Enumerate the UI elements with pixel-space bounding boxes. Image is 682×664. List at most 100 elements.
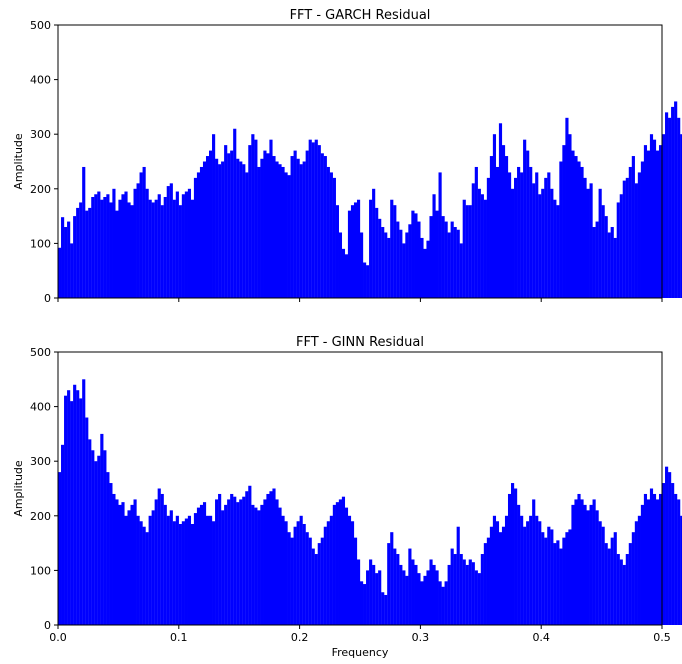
garch-bar (160, 205, 164, 298)
garch-bar (622, 180, 626, 298)
garch-bar (556, 205, 560, 298)
garch-bar (507, 172, 512, 298)
garch-bar (266, 153, 270, 298)
ginn-bar (532, 499, 536, 625)
ginn-bar (592, 499, 596, 625)
garch-bar (145, 188, 149, 298)
ginn-bar (668, 472, 672, 625)
garch-bar (363, 262, 367, 298)
ginn-bar (375, 573, 379, 625)
garch-bar (429, 216, 433, 298)
ginn-bar (677, 499, 681, 625)
garch-bar (372, 188, 376, 298)
ginn-bar (326, 521, 330, 625)
ginn-bar (369, 559, 373, 625)
garch-bar (504, 156, 509, 298)
garch-ticks: 0 100 200 300 400 500 (30, 19, 663, 305)
ginn-bar (299, 515, 303, 625)
garch-bar (405, 232, 409, 298)
ginn-bar (64, 395, 68, 625)
ginn-bar (266, 493, 270, 625)
garch-bar (175, 191, 179, 298)
ginn-bar (302, 523, 306, 625)
garch-bar (462, 199, 466, 298)
garch-bar (517, 166, 521, 298)
garch-plot-frame (57, 24, 663, 299)
garch-bar (658, 145, 663, 298)
garch-bar (293, 150, 297, 298)
ginn-bar (671, 483, 675, 625)
ginn-bar (248, 485, 252, 625)
garch-bar (124, 191, 128, 298)
garch-bar (242, 164, 246, 298)
ginn-bar (444, 581, 448, 625)
ginn-bar (646, 499, 651, 625)
garch-bar (514, 177, 518, 298)
garch-bar (544, 177, 548, 298)
garch-chart-title: FFT - GARCH Residual (290, 8, 431, 23)
ginn-bar (148, 515, 152, 625)
ginn-bar (245, 491, 249, 625)
ginn-bar (281, 515, 285, 625)
ginn-bar (157, 488, 161, 625)
ginn-bar (577, 493, 581, 625)
garch-bar (511, 188, 515, 298)
ginn-bar (323, 526, 327, 625)
garch-bar (408, 224, 412, 298)
ginn-bar (520, 515, 524, 625)
ginn-bar (366, 570, 370, 625)
garch-bar (299, 164, 303, 298)
garch-bar (332, 177, 336, 298)
garch-bar (592, 227, 596, 298)
ginn-ticks: 0 100 200 300 400 500 0.0 0.1 0.2 0.3 0.4 0.5 (30, 346, 671, 644)
ginn-bar (619, 559, 623, 625)
garch-bar (61, 217, 65, 298)
garch-bar (643, 145, 648, 298)
garch-bar (501, 145, 506, 298)
ginn-bar (212, 521, 216, 625)
ginn-bar (396, 554, 400, 625)
ginn-bar (329, 515, 333, 625)
ginn-bar (607, 548, 611, 625)
garch-bar (411, 210, 415, 298)
ginn-bar (317, 543, 321, 625)
ginn-bar (338, 499, 343, 625)
garch-bar (438, 172, 442, 298)
garch-bar (459, 243, 463, 298)
garch-bar (550, 188, 554, 298)
garch-bar (302, 161, 306, 298)
ginn-bar (67, 390, 71, 625)
garch-bar (169, 183, 173, 298)
ginn-bar (378, 570, 382, 625)
garch-bar (187, 188, 192, 298)
ginn-bar (465, 564, 469, 625)
garch-bar (538, 194, 542, 298)
ginn-bar (562, 537, 566, 625)
garch-bar (88, 207, 92, 298)
ginn-x-tick-label: 0.0 (49, 631, 67, 644)
ginn-bar (583, 504, 587, 625)
ginn-bar (187, 515, 192, 625)
ginn-bar (230, 493, 234, 625)
ginn-bar (604, 543, 608, 625)
garch-bar (130, 205, 134, 298)
ginn-bar (293, 526, 297, 625)
ginn-bar (538, 521, 542, 625)
garch-bar (338, 232, 343, 298)
ginn-bar (91, 450, 95, 625)
ginn-bar (453, 554, 457, 625)
garch-bar (589, 183, 593, 298)
garch-bar (541, 188, 545, 298)
garch-bar (480, 194, 484, 298)
garch-bar (311, 142, 315, 298)
ginn-bar (601, 526, 605, 625)
garch-bar (356, 199, 361, 298)
ginn-bar (387, 543, 391, 625)
garch-bar (58, 247, 62, 298)
ginn-bar (296, 521, 300, 625)
ginn-bar (547, 526, 551, 625)
garch-bar (239, 161, 243, 298)
ginn-bar (88, 439, 92, 625)
garch-bar (637, 172, 641, 298)
